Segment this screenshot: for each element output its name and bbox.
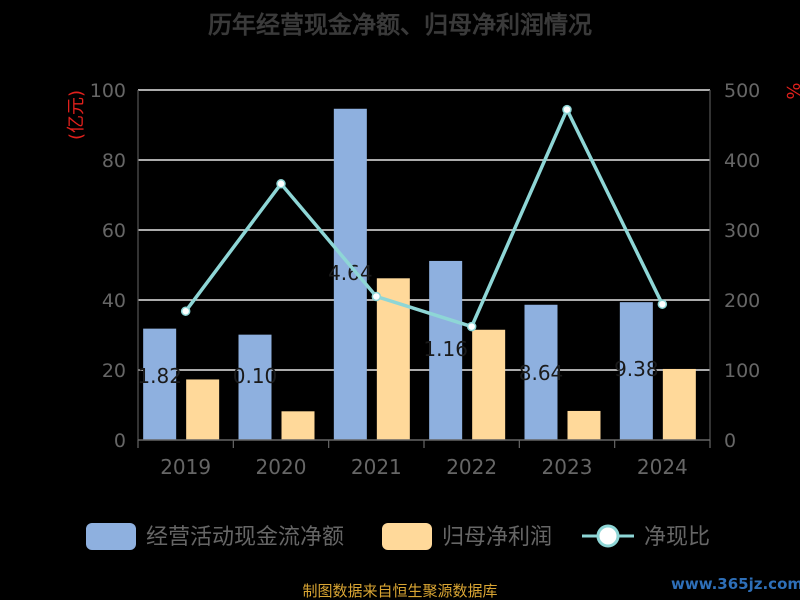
x-axis: 2019 2020 2021 2022 2023 2024 [137,90,711,479]
bar-operating-cash-flow [333,108,367,440]
right-tick-label: 400 [724,150,760,172]
bar-value-label: 1.82 [137,364,182,388]
right-axis-ticks: 0 100 200 300 400 500 [724,80,760,452]
bars [143,108,696,440]
bar-operating-cash-flow [619,302,653,440]
right-tick-label: 300 [724,220,760,242]
legend-swatch [382,523,432,550]
x-tick-label: 2021 [351,455,402,479]
bar-operating-cash-flow [429,260,463,440]
right-tick-label: 500 [724,80,760,102]
left-axis-unit: (亿元) [66,90,87,140]
watermark: www.365jz.com [671,575,800,593]
right-tick-label: 100 [724,360,760,382]
ratio-point [180,306,191,316]
legend: 经营活动现金流净额 归母净利润 净现比 [86,523,710,550]
ratio-point [276,179,286,189]
left-tick-label: 20 [102,360,126,382]
x-tick-label: 2019 [160,455,211,479]
bar-net-profit [662,368,696,440]
left-tick-label: 60 [102,220,126,242]
legend-label: 净现比 [644,525,710,550]
right-axis-unit: % [782,82,800,99]
legend-label: 经营活动现金流净额 [146,525,344,550]
bar-net-profit [281,411,315,440]
right-tick-label: 200 [724,290,760,312]
data-source-note: 制图数据来自恒生聚源数据库 [302,582,497,600]
bar-operating-cash-flow [143,328,177,440]
bar-value-label: 1.16 [423,337,468,361]
bar-net-profit [567,410,601,440]
left-tick-label: 0 [114,430,126,452]
x-tick-label: 2020 [256,455,307,479]
ratio-point [466,321,477,332]
right-tick-label: 0 [724,430,736,452]
bar-value-labels: 1.82 0.104.641.168.64 9.38 [137,261,658,388]
x-tick-label: 2023 [542,455,593,479]
bar-operating-cash-flow [524,304,558,440]
grid-lines [138,89,710,371]
ratio-point [657,299,668,309]
ratio-point [371,291,382,302]
bar-value-label: 0.10 [233,364,278,388]
bar-net-profit [186,379,220,440]
left-tick-label: 80 [102,150,126,172]
left-tick-label: 100 [90,80,126,102]
x-tick-label: 2022 [446,455,497,479]
bar-value-label: 8.64 [519,361,564,385]
left-axis-ticks: 0 20 40 60 80 100 [90,80,126,452]
ratio-point [562,104,572,115]
legend-swatch-marker [596,524,620,548]
chart-title: 历年经营现金净额、归母净利润情况 [208,11,592,39]
ratio-line-path [184,105,664,329]
legend-label: 归母净利润 [442,525,552,550]
bar-value-label: 9.38 [614,357,659,381]
bar-net-profit [472,329,506,440]
x-tick-label: 2024 [637,455,688,479]
ratio-line [180,104,668,332]
legend-swatch [86,523,136,550]
left-tick-label: 40 [102,290,126,312]
bar-operating-cash-flow [238,334,272,440]
